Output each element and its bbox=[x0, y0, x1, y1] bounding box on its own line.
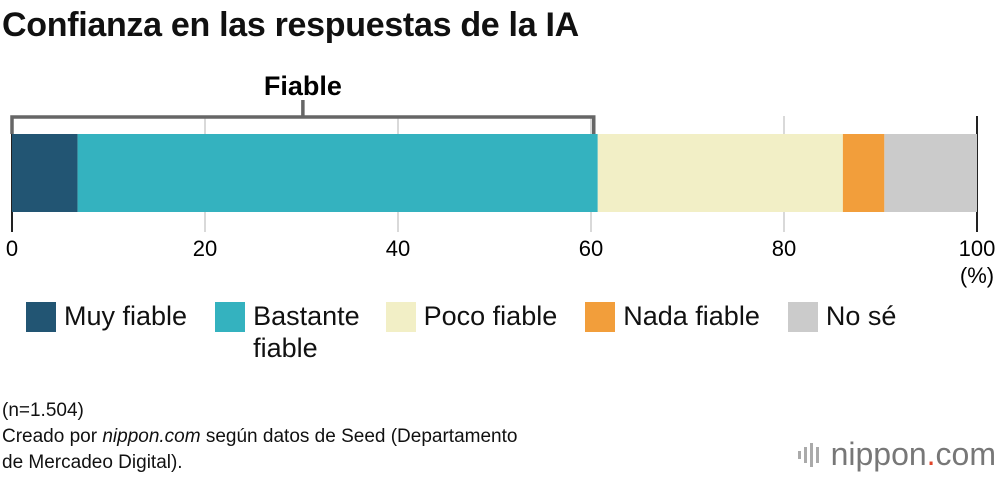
legend-item: Nada fiable bbox=[585, 300, 760, 364]
source-line2: de Mercadeo Digital). bbox=[2, 452, 183, 473]
legend-item: Poco fiable bbox=[385, 300, 558, 364]
source-suffix: según datos de Seed (Departamento bbox=[200, 426, 518, 447]
legend-item: Muy fiable bbox=[26, 300, 187, 364]
legend-swatch bbox=[26, 302, 56, 332]
bar-segment bbox=[77, 134, 598, 212]
bar-segment bbox=[884, 134, 977, 212]
legend-label: Bastante fiable bbox=[253, 301, 360, 363]
x-tick-label: 60 bbox=[579, 236, 603, 261]
bar-segment bbox=[842, 134, 885, 212]
bar-segment bbox=[12, 134, 78, 212]
bar-segment bbox=[597, 134, 843, 212]
logo-mark-icon bbox=[797, 442, 819, 467]
fiable-bracket bbox=[10, 115, 596, 134]
sample-size: (n=1.504) bbox=[2, 400, 84, 421]
x-tick-label: 80 bbox=[772, 236, 796, 261]
logo-dot: . bbox=[926, 436, 936, 472]
legend-swatch bbox=[787, 302, 818, 332]
annotation-label: Fiable bbox=[264, 71, 342, 101]
legend-label: Muy fiable bbox=[64, 301, 188, 331]
x-tick-label: 100 bbox=[959, 236, 996, 261]
x-tick-label: 20 bbox=[193, 236, 217, 261]
legend-swatch bbox=[585, 302, 616, 332]
legend-label: Poco fiable bbox=[423, 301, 558, 331]
legend-label: Nada fiable bbox=[623, 301, 760, 331]
logo-name: nippon bbox=[830, 436, 927, 472]
legend-item: No sé bbox=[787, 300, 897, 364]
nippon-logo: nippon. com bbox=[797, 436, 996, 473]
legend-swatch bbox=[215, 302, 246, 332]
footnote: (n=1.504) Creado por nippon.com según da… bbox=[2, 398, 517, 476]
legend: Muy fiable Bastante fiable Poco fiable Nada… bbox=[26, 300, 896, 364]
x-tick-label: 0 bbox=[6, 236, 18, 261]
x-unit-label: (%) bbox=[960, 263, 994, 288]
source-prefix: Creado por bbox=[2, 426, 103, 447]
source-site: nippon.com bbox=[102, 426, 201, 447]
x-tick-label: 40 bbox=[386, 236, 410, 261]
legend-item: Bastante fiable bbox=[215, 300, 360, 364]
legend-swatch bbox=[385, 302, 416, 332]
stacked-bar-chart: 0 20 40 60 80 100(%) Fiable bbox=[6, 71, 996, 288]
logo-tld: com bbox=[935, 436, 996, 472]
legend-label: No sé bbox=[825, 301, 897, 331]
chart-title: Confianza en las respuestas de la IA bbox=[2, 6, 579, 44]
